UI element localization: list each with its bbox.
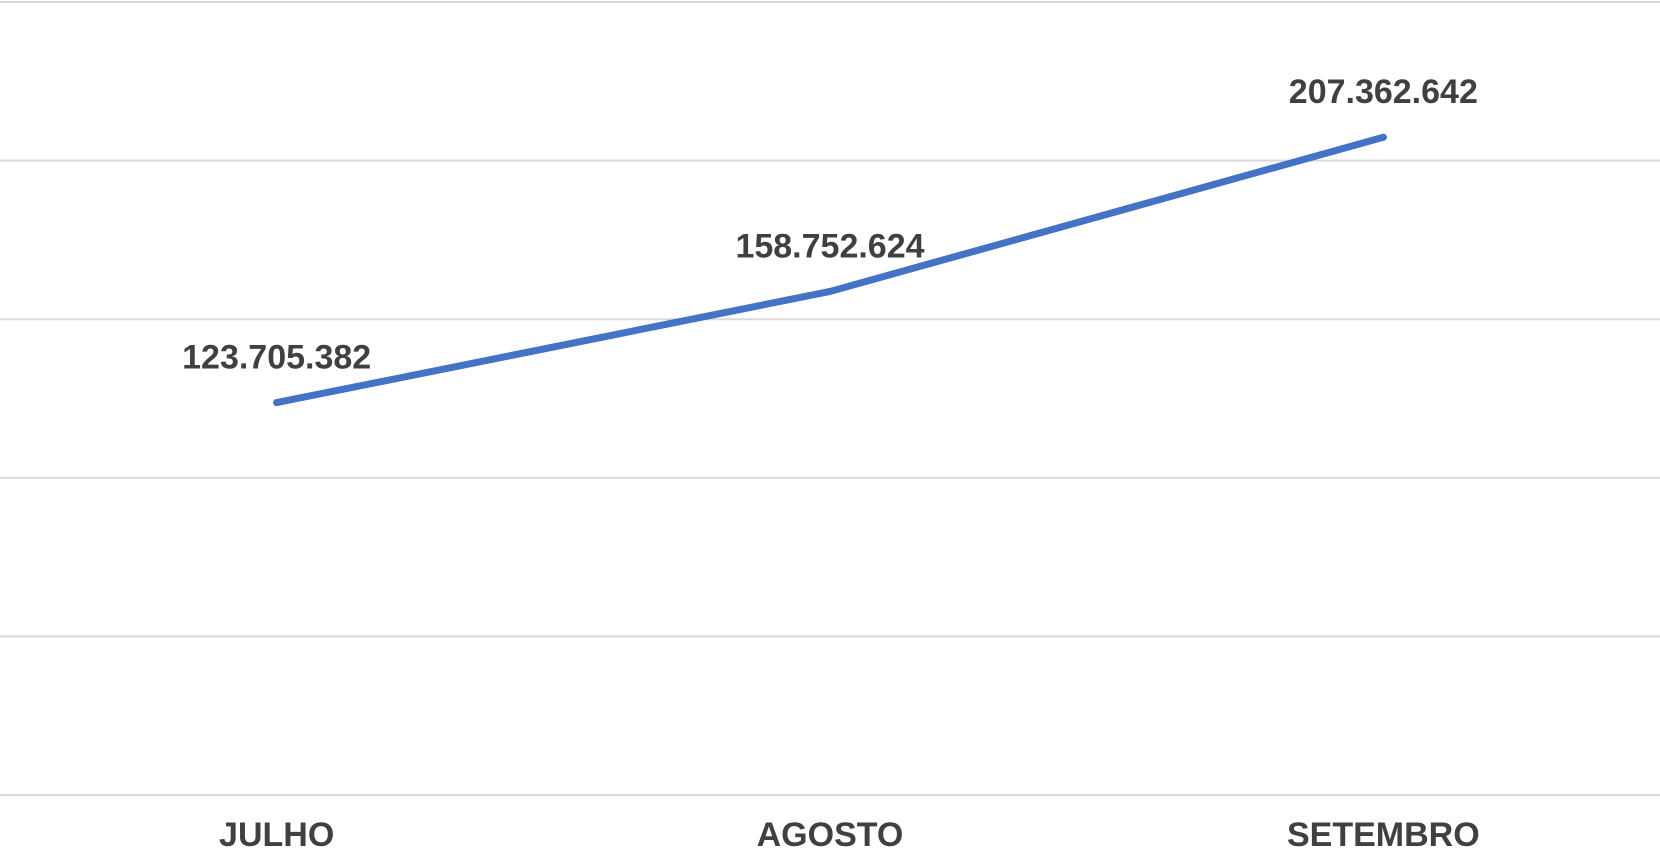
x-axis-tick-labels: JULHO AGOSTO SETEMBRO — [219, 816, 1480, 854]
data-point — [1379, 133, 1387, 141]
data-point — [826, 287, 834, 295]
x-tick-label: AGOSTO — [757, 816, 904, 854]
data-label: 158.752.624 — [735, 227, 924, 265]
data-labels: 123.705.382 158.752.624 207.362.642 — [182, 73, 1478, 376]
x-tick-label: JULHO — [219, 816, 334, 854]
data-point — [273, 399, 281, 407]
series-line — [273, 133, 1387, 407]
data-label: 123.705.382 — [182, 339, 371, 377]
series-layer — [273, 133, 1387, 407]
x-tick-label: SETEMBRO — [1287, 816, 1480, 854]
gridlines — [0, 1, 1660, 796]
data-label: 207.362.642 — [1289, 73, 1478, 111]
